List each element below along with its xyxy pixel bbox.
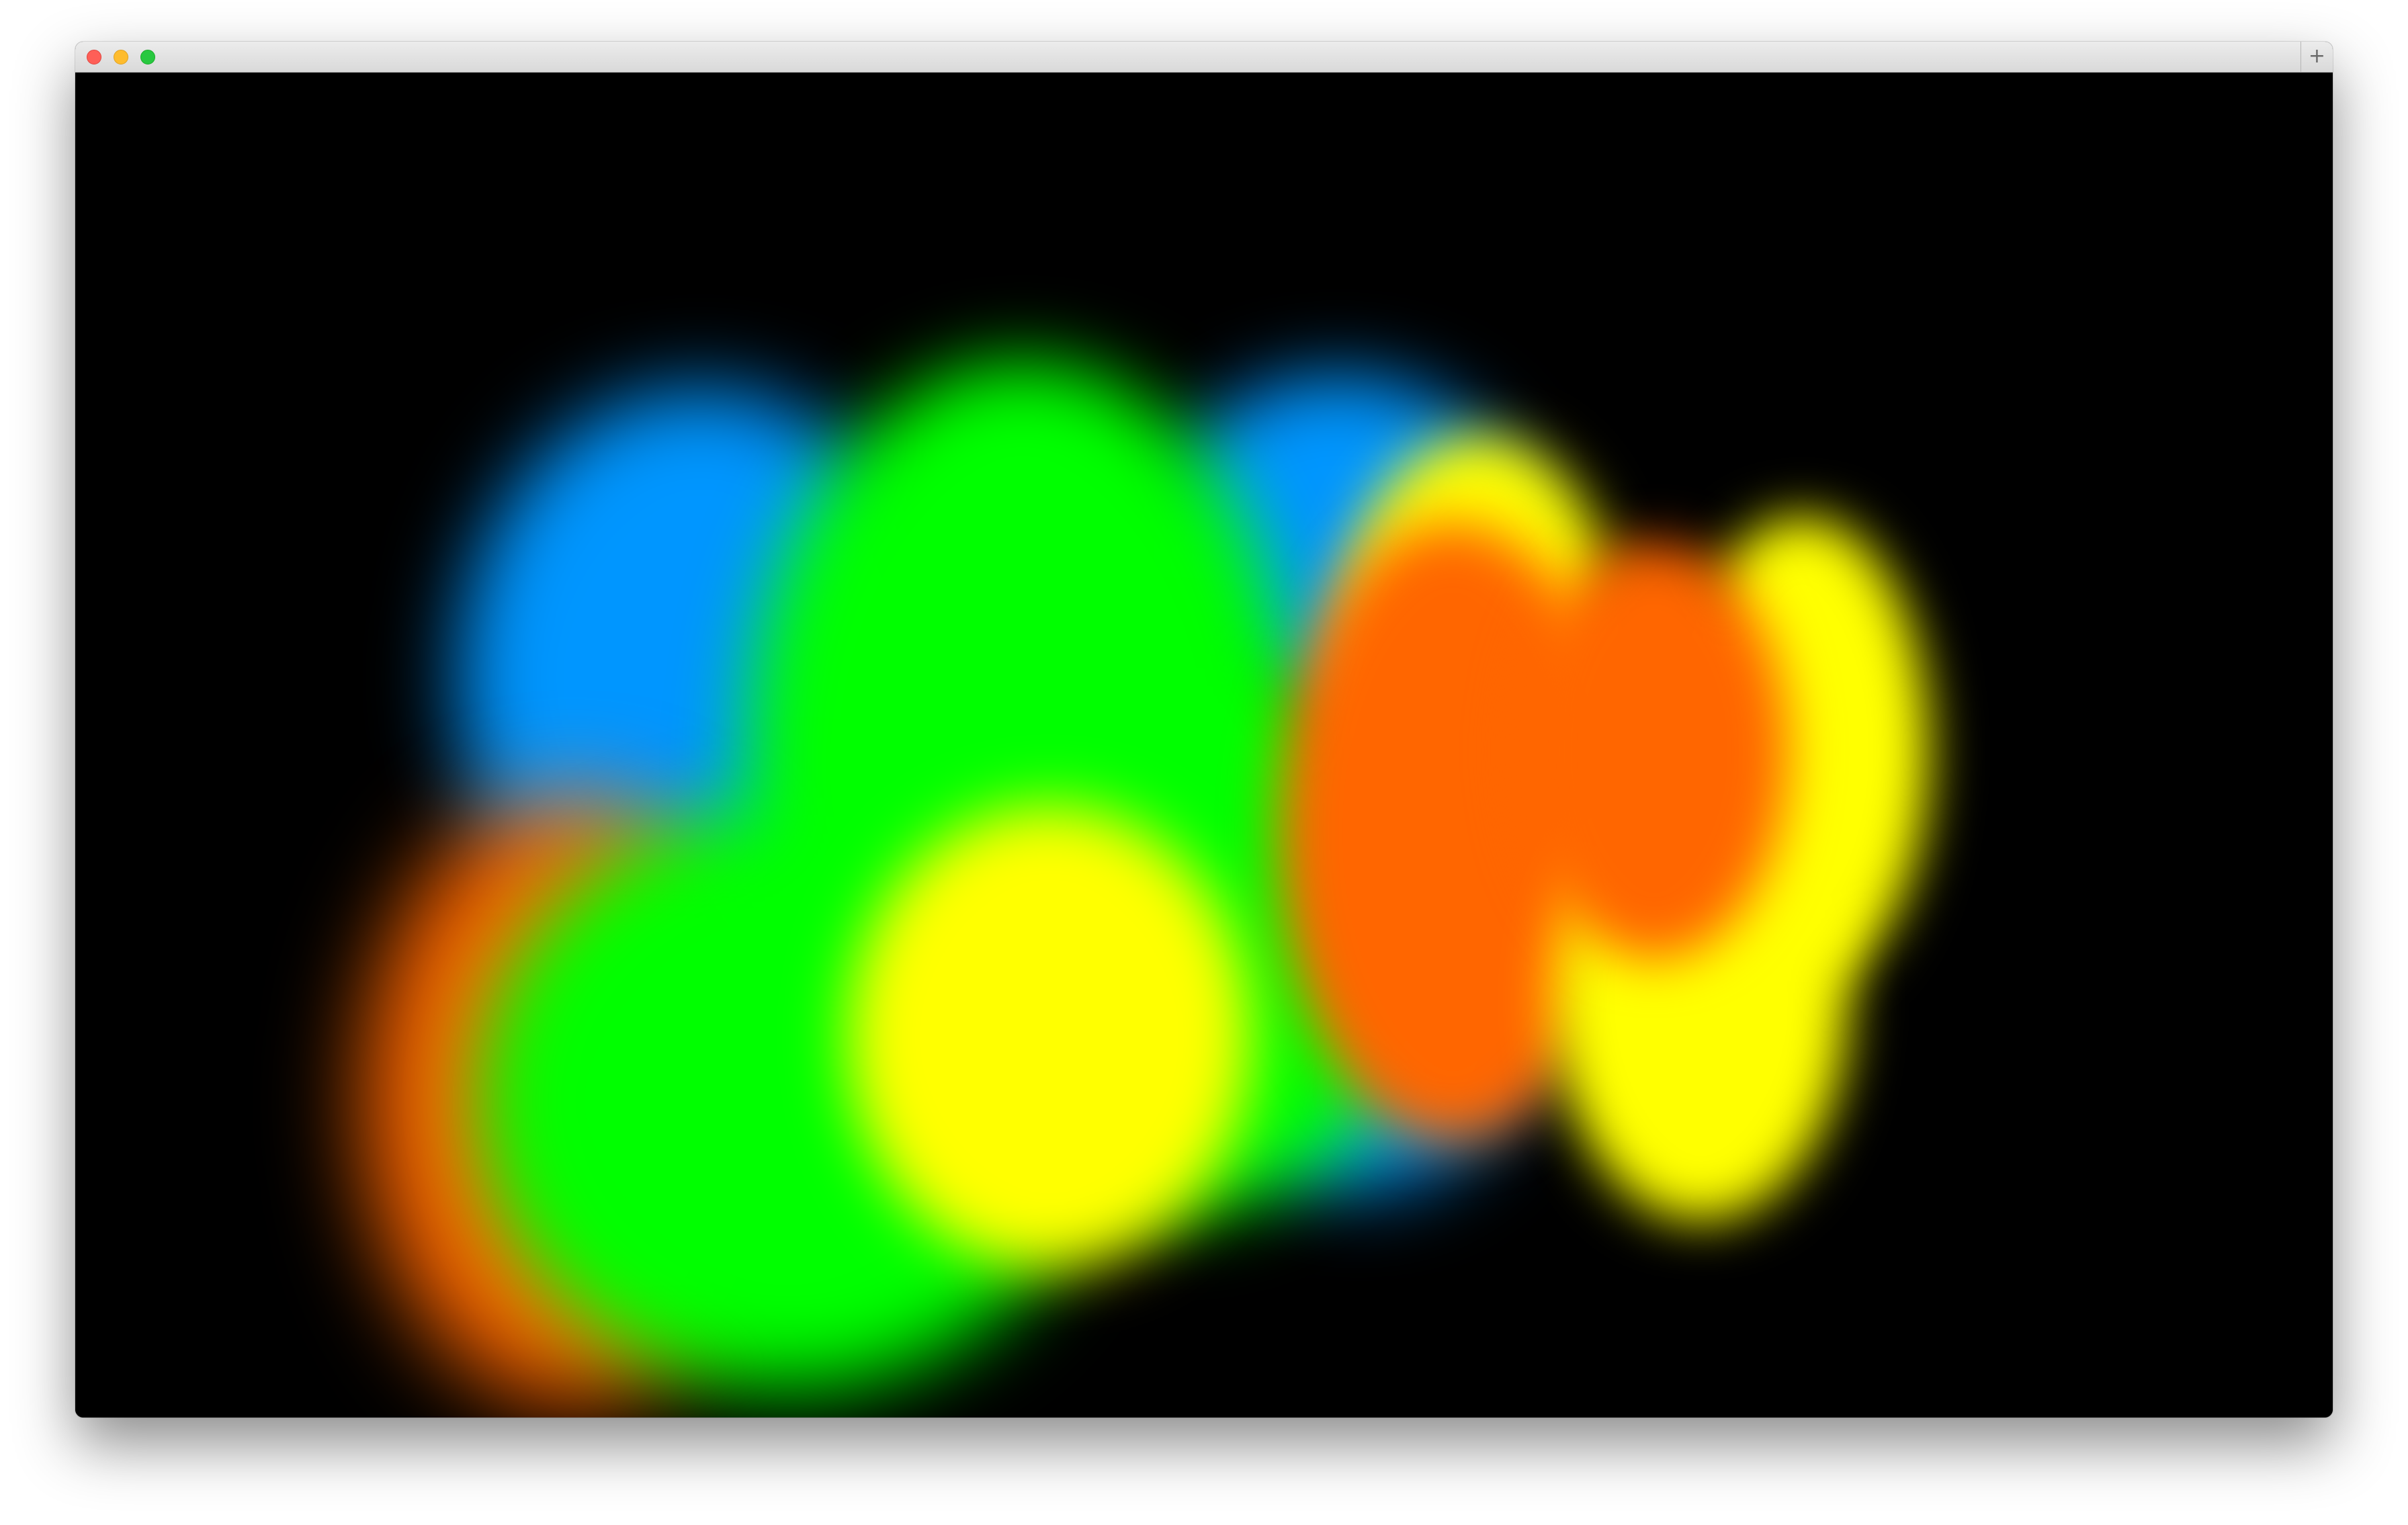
browser-window: +	[75, 42, 2333, 1418]
minimize-icon[interactable]	[114, 50, 128, 64]
close-icon[interactable]	[87, 50, 101, 64]
title-bar: +	[75, 42, 2333, 73]
maximize-icon[interactable]	[140, 50, 155, 64]
blurred-circles-canvas	[75, 73, 2333, 1418]
new-tab-button[interactable]: +	[2300, 42, 2333, 72]
yellow-blob-center	[848, 805, 1251, 1268]
orange-blob-far-right	[1520, 543, 1789, 959]
